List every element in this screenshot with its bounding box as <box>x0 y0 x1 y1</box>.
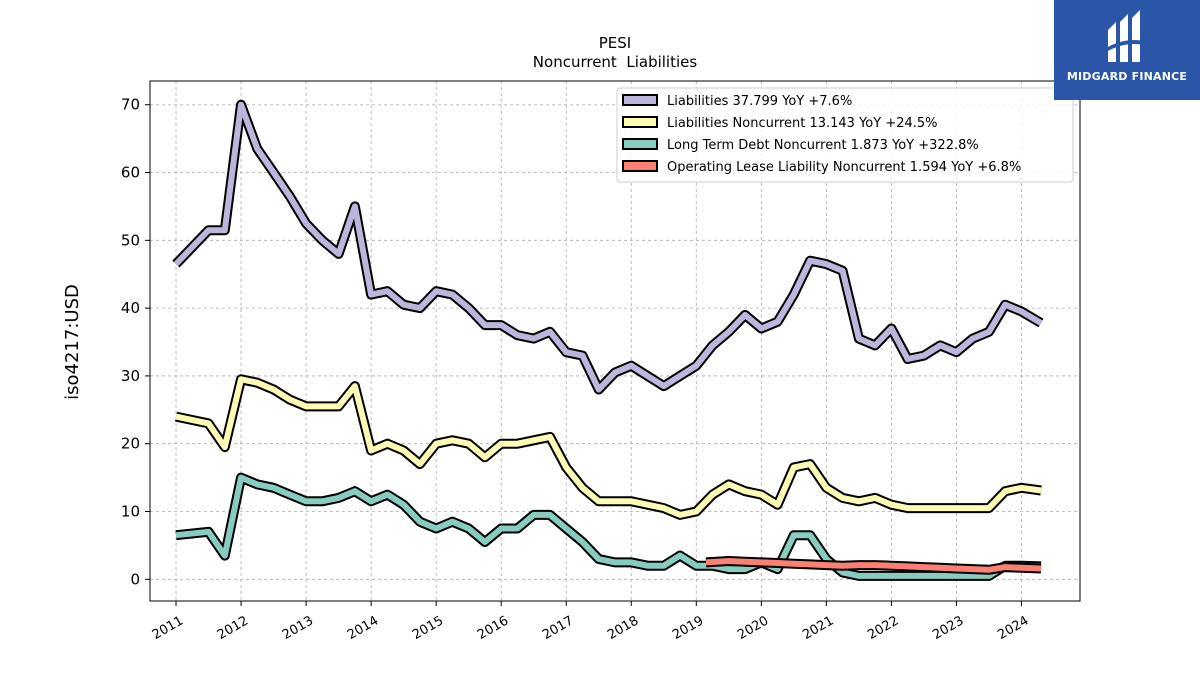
y-tick-label: 50 <box>121 231 140 249</box>
series-line <box>705 558 1042 573</box>
y-axis-label: iso4217:USD <box>62 284 83 400</box>
series-lines <box>172 99 1044 581</box>
series-0 <box>172 99 1044 395</box>
y-ticks: 0 10 20 30 40 50 60 70 <box>121 96 150 588</box>
legend-swatch <box>622 94 658 106</box>
legend-swatch <box>622 116 658 128</box>
legend-swatch <box>622 138 658 150</box>
series-2 <box>175 472 1042 581</box>
midgard-logo-icon <box>1106 10 1148 62</box>
x-tick-label: 2020 <box>735 613 771 643</box>
series-3 <box>705 556 1042 575</box>
plot-frame <box>149 80 1081 602</box>
y-tick-label: 20 <box>121 435 140 453</box>
series-1 <box>174 374 1042 520</box>
legend-label: Operating Lease Liability Noncurrent 1.5… <box>667 160 1021 175</box>
midgard-finance-logo: MIDGARD FINANCE <box>1054 0 1200 100</box>
legend-label: Liabilities 37.799 YoY +7.6% <box>667 94 852 109</box>
x-tick-label: 2021 <box>800 613 836 643</box>
x-ticks: 2011 2012 2013 2014 2015 2016 2017 2018 2019 2020… <box>150 601 1031 643</box>
legend-label: Long Term Debt Noncurrent 1.873 YoY +322… <box>667 138 979 153</box>
y-tick-label: 0 <box>130 570 140 588</box>
legend: Liabilities 37.799 YoY +7.6% Liabilities … <box>616 87 1074 183</box>
y-tick-label: 60 <box>121 164 140 182</box>
x-tick-label: 2012 <box>215 613 251 643</box>
logo-text: MIDGARD FINANCE <box>1066 70 1188 83</box>
x-tick-label: 2022 <box>865 613 901 643</box>
series-line <box>175 376 1042 518</box>
x-tick-label: 2011 <box>150 613 186 643</box>
x-tick-label: 2019 <box>670 613 706 643</box>
x-tick-label: 2016 <box>475 613 511 643</box>
legend-label: Liabilities Noncurrent 13.143 YoY +24.5% <box>667 116 938 131</box>
x-tick-label: 2023 <box>930 613 966 643</box>
chart-title: PESI <box>599 34 631 52</box>
series-line <box>173 101 1043 393</box>
x-tick-label: 2024 <box>995 613 1031 643</box>
x-tick-label: 2015 <box>410 613 446 643</box>
legend-box <box>616 87 1074 183</box>
chart-subtitle: Noncurrent Liabilities <box>533 53 698 71</box>
x-tick-label: 2014 <box>345 613 381 643</box>
y-tick-label: 40 <box>121 299 140 317</box>
y-tick-label: 70 <box>121 96 140 114</box>
y-tick-label: 30 <box>121 367 140 385</box>
series-line <box>175 474 1042 579</box>
y-tick-label: 10 <box>121 503 140 521</box>
x-tick-label: 2018 <box>605 613 641 643</box>
x-tick-label: 2017 <box>540 613 576 643</box>
legend-swatch <box>622 160 658 172</box>
x-tick-label: 2013 <box>280 613 316 643</box>
